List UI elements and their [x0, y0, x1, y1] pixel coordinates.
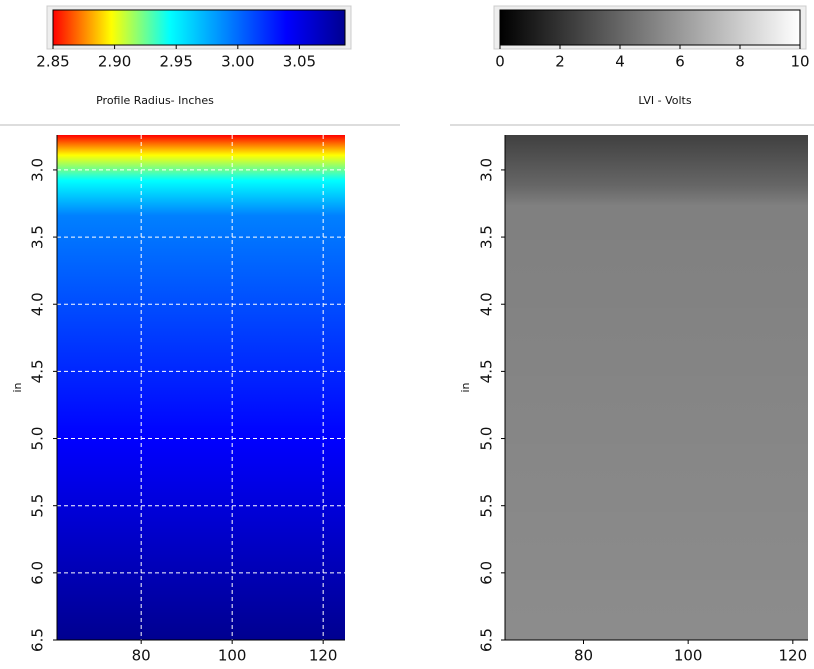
heatmap [505, 135, 808, 640]
y-tick-label: 5.5 [29, 494, 47, 518]
colorbar [52, 9, 346, 46]
colorbar-tick-label: 6 [675, 53, 685, 71]
colorbar-tick-label: 2 [555, 53, 565, 71]
x-tick-label: 100 [674, 647, 703, 665]
x-tick-label: 80 [574, 647, 593, 665]
y-tick-label: 4.5 [478, 359, 496, 383]
colorbar-tick-label: 2.95 [160, 53, 193, 71]
x-tick-label: 120 [779, 647, 808, 665]
heatmap [57, 135, 345, 640]
x-tick-label: 80 [132, 647, 151, 665]
x-tick-label: 100 [218, 647, 247, 665]
y-tick-label: 6.5 [29, 628, 47, 652]
colorbar-tick-label: 2.90 [98, 53, 131, 71]
y-tick-label: 3.5 [478, 225, 496, 249]
y-tick-label: 4.5 [29, 359, 47, 383]
colorbar-tick-label: 0 [495, 53, 505, 71]
colorbar-label: LVI - Volts [638, 94, 691, 107]
y-tick-label: 5.0 [29, 427, 47, 451]
y-tick-label: 6.0 [478, 561, 496, 585]
colorbar-tick-label: 2.85 [36, 53, 69, 71]
colorbar-tick-label: 3.05 [283, 53, 316, 71]
y-tick-label: 6.0 [29, 561, 47, 585]
y-tick-label: 5.5 [478, 494, 496, 518]
colorbar [499, 9, 801, 46]
y-tick-label: 5.0 [478, 427, 496, 451]
colorbar-label: Profile Radius- Inches [96, 94, 214, 107]
x-tick-label: 120 [309, 647, 338, 665]
colorbar-tick-label: 4 [615, 53, 625, 71]
colorbar-tick-label: 8 [735, 53, 745, 71]
y-tick-label: 3.5 [29, 225, 47, 249]
y-tick-label: 4.0 [29, 292, 47, 316]
y-tick-label: 6.5 [478, 628, 496, 652]
y-axis-label: in [459, 382, 472, 392]
y-tick-label: 4.0 [478, 292, 496, 316]
y-tick-label: 3.0 [478, 158, 496, 182]
colorbar-tick-label: 3.00 [221, 53, 254, 71]
y-axis-label: in [11, 382, 24, 392]
colorbar-tick-label: 10 [790, 53, 809, 71]
y-tick-label: 3.0 [29, 158, 47, 182]
